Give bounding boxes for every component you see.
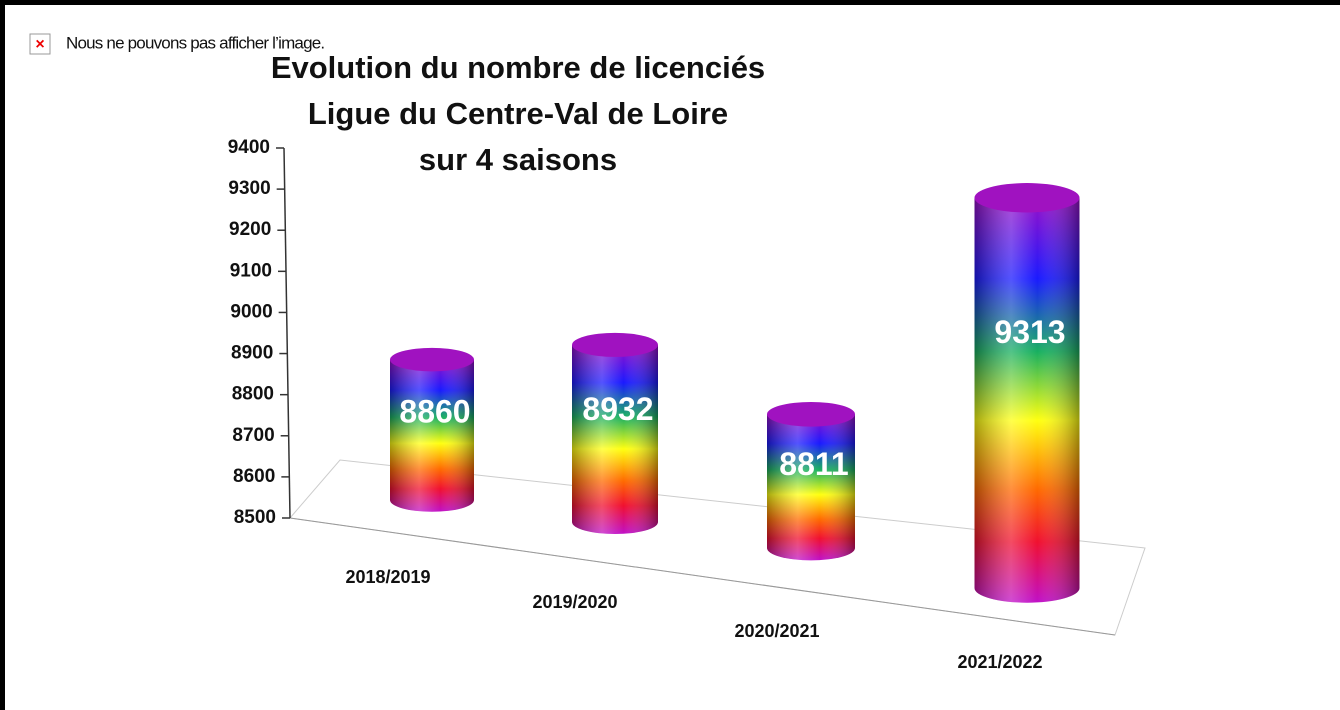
floor (289, 459, 1146, 636)
notice: Nous ne pouvons pas afficher l’image. (66, 33, 324, 52)
x-tick-label: 2018/2019 (345, 567, 430, 587)
title: Evolution du nombre de licenciés Ligue du… (271, 50, 765, 177)
y-tick-label: 9400 (228, 137, 270, 158)
y-tick-label: 8800 (232, 384, 274, 405)
chart-title-line: Evolution du nombre de licenciés (271, 50, 765, 85)
cylinder-shade (572, 344, 658, 535)
cylinder (572, 332, 658, 535)
cylinder-top (572, 332, 658, 357)
y-tick-label: 9100 (230, 260, 272, 281)
cylinder (767, 401, 855, 561)
broken-image-x: × (35, 36, 44, 53)
value-label: 8932 (582, 391, 653, 427)
cylinder (974, 183, 1080, 603)
y-tick-label: 9000 (230, 301, 272, 322)
x-tick-label: 2019/2020 (532, 592, 617, 612)
broken-image-icon (29, 33, 51, 55)
y-tick-label: 8700 (232, 425, 274, 446)
x-tick-label: 2020/2021 (734, 621, 819, 641)
y-axis (283, 147, 291, 519)
chart-title-line: sur 4 saisons (419, 142, 617, 177)
value-label: 8811 (779, 446, 848, 482)
y-tick-label: 8600 (233, 466, 275, 487)
value-label: 9313 (994, 314, 1065, 350)
cylinder-top (974, 183, 1080, 213)
chart-title-line: Ligue du Centre-Val de Loire (308, 96, 728, 131)
plot: 8860 8932 8811 9313 (390, 183, 1080, 603)
x-tick-label: 2021/2022 (957, 652, 1042, 672)
y-tick-label: 8900 (231, 343, 273, 364)
cylinder-shade (767, 414, 855, 561)
value-label: 8860 (399, 393, 470, 429)
cylinder-top (767, 401, 855, 427)
y-tick-label: 9200 (229, 219, 271, 240)
cylinder-shade (390, 359, 474, 512)
cylinder-top (390, 347, 474, 372)
cylinder-shade (974, 197, 1080, 603)
y-tick-label: 8500 (234, 507, 276, 528)
cylinder (390, 347, 474, 512)
y-tick-label: 9300 (228, 178, 270, 199)
